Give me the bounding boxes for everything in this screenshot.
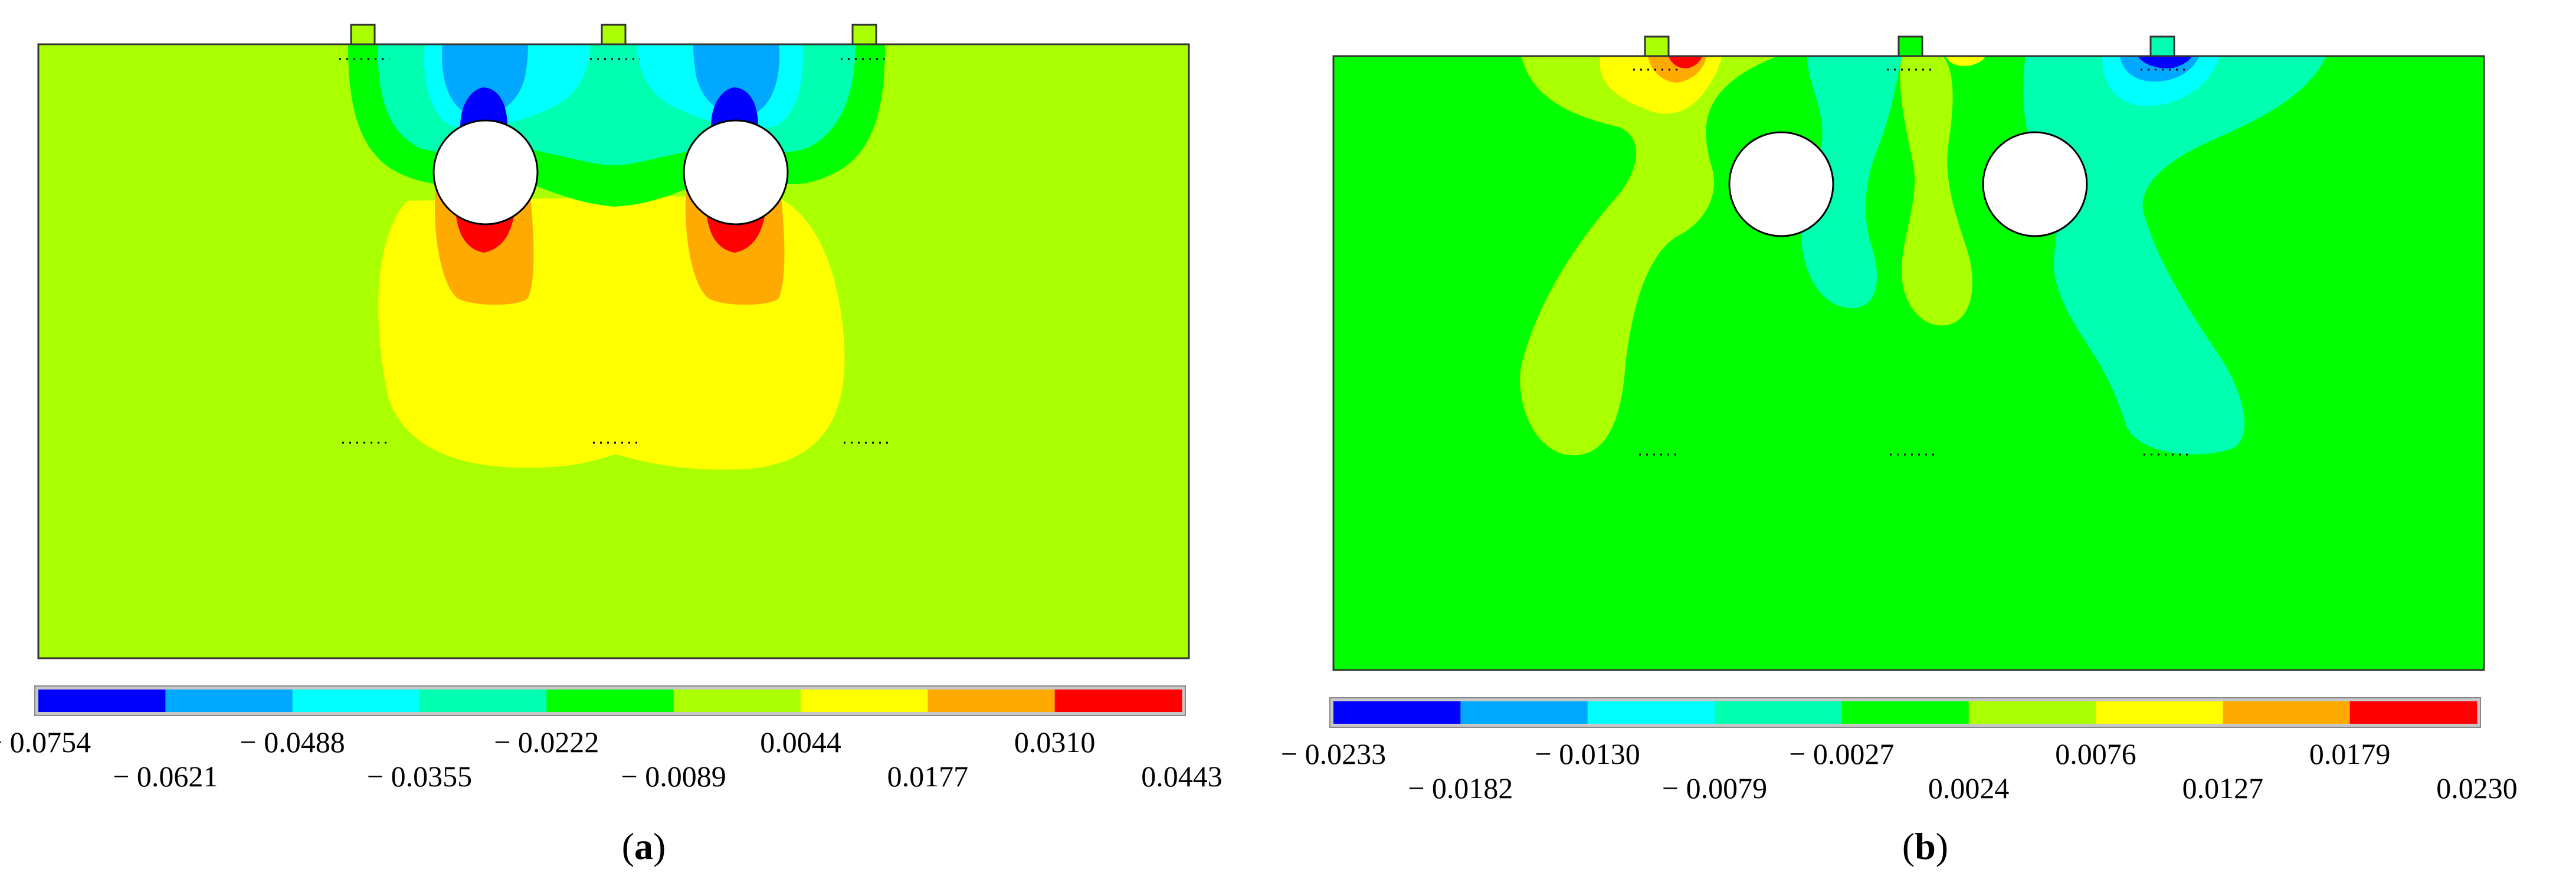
colorbar-tick-label: − 0.0222	[494, 726, 599, 759]
colorbar-swatch	[1841, 701, 1969, 724]
caption-a: (a)	[621, 825, 666, 867]
zone-yellow-center	[1946, 56, 1985, 66]
zone-blue-right	[2138, 56, 2192, 68]
colorbar-swatch	[38, 690, 166, 712]
colorbar-swatch	[1054, 690, 1182, 712]
colorbar-tick-label: 0.0044	[760, 726, 841, 759]
panel-b: − 0.0233 − 0.0182 − 0.0130 − 0.0079 − 0.0027…	[1281, 0, 2576, 892]
colorbar-tick-label: 0.0443	[1141, 760, 1223, 793]
colorbar-tick-label: − 0.0182	[1408, 772, 1513, 805]
colorbar-tick-label: − 0.0233	[1280, 737, 1387, 770]
colorbar-tick-label: − 0.0488	[240, 726, 345, 759]
colorbar-tick-label: 0.0024	[1928, 772, 2010, 805]
colorbar-swatch	[1968, 701, 2096, 724]
colorbar-tick-label: − 0.0621	[113, 760, 218, 793]
colorbar-swatch	[165, 690, 293, 712]
footing-middle	[1897, 35, 1923, 57]
colorbar-swatch	[673, 690, 801, 712]
colorbar-tick-label: − 0.0027	[1789, 737, 1895, 770]
colorbar-tick-label: − 0.0130	[1535, 737, 1640, 770]
colorbar-swatch	[419, 690, 547, 712]
tunnel-left	[1728, 131, 1834, 237]
field-background	[1333, 56, 2484, 670]
colorbar-tick-label: 0.0310	[1014, 726, 1096, 759]
colorbar-tick-label: 0.0076	[2055, 737, 2136, 770]
survey-points	[1633, 68, 2188, 456]
footing-right	[851, 24, 877, 45]
colorbar-swatch	[801, 690, 928, 712]
colorbar-swatch	[1333, 701, 1461, 724]
zone-teal-right	[2023, 56, 2326, 455]
colorbar-tick-label: − 0.0089	[621, 760, 726, 793]
zone-sky-left	[442, 44, 528, 116]
survey-points	[339, 58, 888, 444]
colorbar-tick-label: − 0.0754	[0, 726, 91, 759]
colorbar-swatch	[1715, 701, 1842, 724]
colorbar-tick-label: 0.0177	[887, 760, 969, 793]
colorbar-swatch	[2096, 701, 2223, 724]
colorbar-swatch	[1587, 701, 1715, 724]
tunnel-right	[1982, 131, 2088, 237]
contour-plot-a	[34, 24, 1190, 716]
colorbar-swatch	[2349, 701, 2477, 724]
tunnel-right	[683, 119, 789, 226]
footing-middle	[601, 24, 627, 45]
colorbar-swatch	[1460, 701, 1588, 724]
zone-red-left	[1669, 56, 1702, 68]
footing-left	[350, 24, 376, 45]
colorbar-tick-label: − 0.0079	[1661, 772, 1768, 805]
colorbar-tick-label: 0.0127	[2182, 772, 2264, 805]
colorbar-a	[34, 685, 1186, 716]
zone-yellowgreen-center	[1900, 56, 1972, 326]
zone-sky-right	[693, 44, 779, 116]
zone-blue-right	[711, 87, 758, 127]
zone-teal-center	[1801, 56, 1902, 308]
colorbar-swatch	[292, 690, 420, 712]
tunnel-left	[432, 119, 539, 226]
colorbar-swatch	[928, 690, 1056, 712]
colorbar-tick-label: 0.0230	[2436, 772, 2518, 805]
caption-b: (b)	[1902, 825, 1949, 867]
colorbar-tick-label: − 0.0355	[366, 760, 473, 793]
colorbar-tick-label: 0.0179	[2309, 737, 2391, 770]
zone-yellowgreen-left	[1520, 56, 1778, 456]
panel-a: − 0.0754 − 0.0621 − 0.0488 − 0.0355 − 0.0222…	[0, 24, 1223, 867]
footing-right	[2149, 35, 2175, 57]
colorbar-swatch	[2223, 701, 2351, 724]
contour-plot-b	[1329, 35, 2485, 728]
zone-blue-left	[460, 87, 507, 127]
footing-left	[1644, 35, 1670, 57]
colorbar-swatch	[546, 690, 674, 712]
colorbar-b	[1329, 697, 2481, 728]
